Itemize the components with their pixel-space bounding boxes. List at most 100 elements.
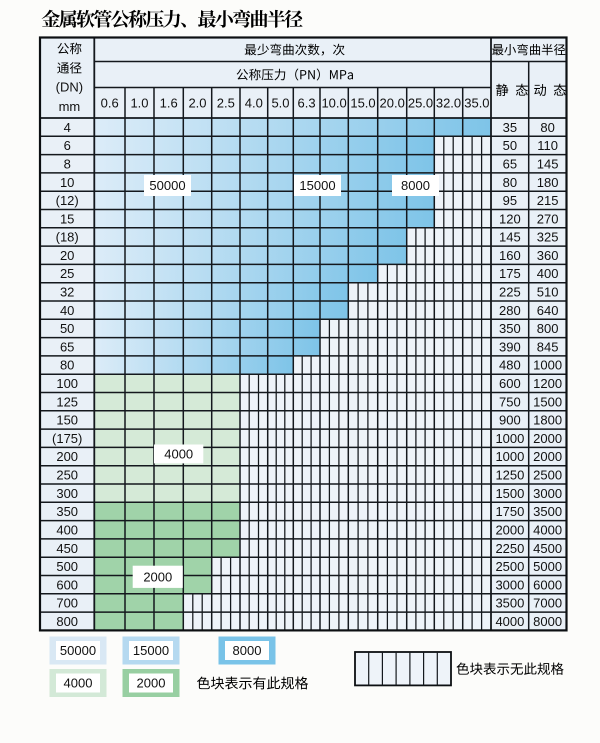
svg-text:95: 95 [503, 193, 517, 208]
svg-text:400: 400 [537, 266, 559, 281]
svg-text:50000: 50000 [60, 643, 96, 658]
svg-text:15.0: 15.0 [350, 95, 375, 110]
svg-text:2000: 2000 [143, 569, 172, 584]
svg-text:8000: 8000 [401, 178, 430, 193]
svg-text:2500: 2500 [495, 559, 524, 574]
svg-text:1000: 1000 [533, 358, 562, 373]
svg-text:80: 80 [540, 120, 554, 135]
svg-text:1750: 1750 [495, 504, 524, 519]
svg-text:390: 390 [499, 339, 521, 354]
svg-text:200: 200 [56, 449, 78, 464]
svg-text:350: 350 [56, 504, 78, 519]
svg-text:25: 25 [60, 266, 74, 281]
svg-text:270: 270 [537, 211, 559, 226]
svg-text:8000: 8000 [233, 643, 262, 658]
svg-text:1000: 1000 [495, 431, 524, 446]
svg-text:10: 10 [60, 175, 74, 190]
svg-text:20: 20 [60, 248, 74, 263]
svg-text:(12): (12) [56, 193, 79, 208]
svg-text:100: 100 [56, 376, 78, 391]
svg-text:250: 250 [56, 468, 78, 483]
svg-text:4: 4 [64, 120, 71, 135]
svg-text:2000: 2000 [137, 676, 166, 691]
svg-text:510: 510 [537, 285, 559, 300]
svg-text:160: 160 [499, 248, 521, 263]
svg-text:600: 600 [56, 577, 78, 592]
svg-text:1.6: 1.6 [160, 95, 178, 110]
svg-text:(DN): (DN) [56, 79, 83, 94]
svg-text:180: 180 [537, 175, 559, 190]
svg-text:225: 225 [499, 285, 521, 300]
svg-text:4000: 4000 [64, 676, 93, 691]
svg-text:2000: 2000 [533, 431, 562, 446]
svg-text:400: 400 [56, 523, 78, 538]
svg-text:300: 300 [56, 486, 78, 501]
svg-text:350: 350 [499, 321, 521, 336]
svg-text:325: 325 [537, 230, 559, 245]
svg-text:125: 125 [56, 394, 78, 409]
svg-text:1000: 1000 [495, 449, 524, 464]
svg-text:4000: 4000 [495, 614, 524, 629]
svg-text:120: 120 [499, 211, 521, 226]
svg-text:(175): (175) [52, 431, 82, 446]
svg-text:5.0: 5.0 [271, 95, 289, 110]
svg-text:4000: 4000 [164, 447, 193, 462]
svg-text:800: 800 [537, 321, 559, 336]
svg-text:35: 35 [503, 120, 517, 135]
svg-text:1200: 1200 [533, 376, 562, 391]
svg-text:35.0: 35.0 [464, 95, 489, 110]
svg-text:900: 900 [499, 413, 521, 428]
svg-text:3500: 3500 [495, 596, 524, 611]
svg-text:8000: 8000 [533, 614, 562, 629]
svg-text:0.6: 0.6 [101, 95, 119, 110]
svg-text:6.3: 6.3 [298, 95, 316, 110]
svg-text:mm: mm [59, 99, 81, 114]
svg-text:1500: 1500 [495, 486, 524, 501]
svg-text:1500: 1500 [533, 394, 562, 409]
svg-text:480: 480 [499, 358, 521, 373]
svg-text:80: 80 [60, 358, 74, 373]
svg-text:1.0: 1.0 [130, 95, 148, 110]
svg-text:360: 360 [537, 248, 559, 263]
svg-text:2500: 2500 [533, 468, 562, 483]
svg-text:15000: 15000 [299, 178, 335, 193]
svg-text:50000: 50000 [149, 178, 185, 193]
svg-text:15000: 15000 [133, 643, 169, 658]
svg-text:7000: 7000 [533, 596, 562, 611]
svg-text:5000: 5000 [533, 559, 562, 574]
svg-text:25.0: 25.0 [408, 95, 433, 110]
svg-text:4.0: 4.0 [245, 95, 263, 110]
svg-text:600: 600 [499, 376, 521, 391]
svg-text:15: 15 [60, 211, 74, 226]
svg-text:280: 280 [499, 303, 521, 318]
svg-text:150: 150 [56, 413, 78, 428]
svg-text:2000: 2000 [495, 523, 524, 538]
svg-text:2.5: 2.5 [217, 95, 235, 110]
svg-text:80: 80 [503, 175, 517, 190]
svg-text:50: 50 [503, 138, 517, 153]
svg-text:32: 32 [60, 285, 74, 300]
svg-text:65: 65 [503, 156, 517, 171]
svg-text:500: 500 [56, 559, 78, 574]
svg-text:3000: 3000 [533, 486, 562, 501]
svg-text:20.0: 20.0 [380, 95, 405, 110]
svg-text:640: 640 [537, 303, 559, 318]
svg-text:6000: 6000 [533, 577, 562, 592]
svg-text:4000: 4000 [533, 523, 562, 538]
svg-text:2000: 2000 [533, 449, 562, 464]
svg-text:10.0: 10.0 [321, 95, 346, 110]
svg-text:2250: 2250 [495, 541, 524, 556]
svg-text:145: 145 [499, 230, 521, 245]
svg-text:215: 215 [537, 193, 559, 208]
svg-text:3000: 3000 [495, 577, 524, 592]
svg-text:145: 145 [537, 156, 559, 171]
svg-text:50: 50 [60, 321, 74, 336]
svg-text:6: 6 [64, 138, 71, 153]
svg-text:4500: 4500 [533, 541, 562, 556]
svg-text:(18): (18) [56, 230, 79, 245]
svg-text:32.0: 32.0 [436, 95, 461, 110]
svg-text:8: 8 [64, 156, 71, 171]
svg-text:3500: 3500 [533, 504, 562, 519]
svg-text:40: 40 [60, 303, 74, 318]
svg-text:845: 845 [537, 339, 559, 354]
